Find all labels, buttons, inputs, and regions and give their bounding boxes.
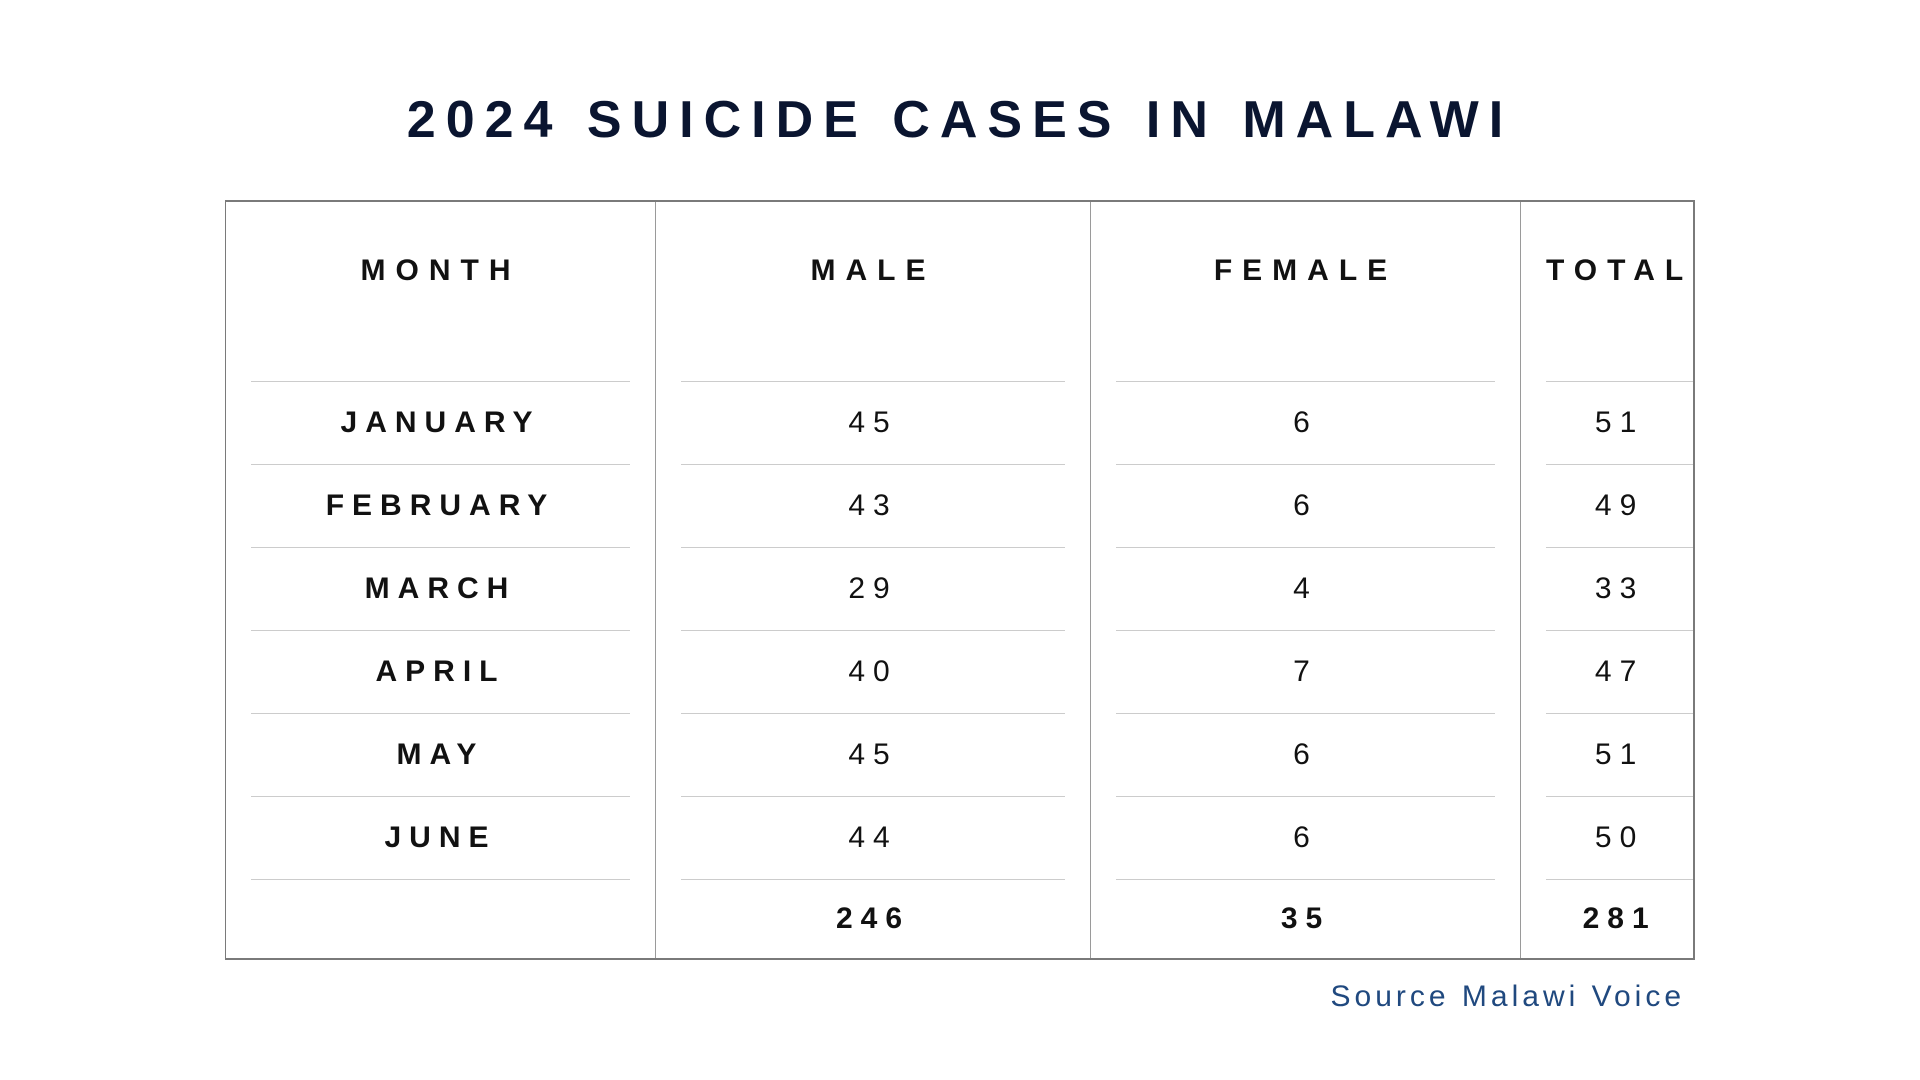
table-row: 4 (1116, 548, 1495, 631)
table-row: 44 (681, 797, 1065, 880)
column-total: TOTAL 51 49 33 47 51 50 281 (1521, 202, 1718, 958)
table-row: MAY (251, 714, 630, 797)
table-row: 50 (1546, 797, 1693, 880)
column-header-total: TOTAL (1546, 202, 1693, 382)
totals-cell-total: 281 (1546, 880, 1693, 958)
table-row: 6 (1116, 382, 1495, 465)
data-table: MONTH JANUARY FEBRUARY MARCH APRIL MAY J… (225, 200, 1695, 960)
table-row: APRIL (251, 631, 630, 714)
column-header-month: MONTH (251, 202, 630, 382)
table-row: 49 (1546, 465, 1693, 548)
source-attribution: Source Malawi Voice (225, 980, 1695, 1014)
column-month: MONTH JANUARY FEBRUARY MARCH APRIL MAY J… (226, 202, 656, 958)
totals-cell-female: 35 (1116, 880, 1495, 958)
column-header-male: MALE (681, 202, 1065, 382)
table-row: 45 (681, 382, 1065, 465)
table-row: JUNE (251, 797, 630, 880)
table-row: JANUARY (251, 382, 630, 465)
table-row: 33 (1546, 548, 1693, 631)
table-row: 51 (1546, 382, 1693, 465)
table-row: 40 (681, 631, 1065, 714)
column-header-female: FEMALE (1116, 202, 1495, 382)
column-male: MALE 45 43 29 40 45 44 246 (656, 202, 1091, 958)
table-row: 43 (681, 465, 1065, 548)
table-row: 7 (1116, 631, 1495, 714)
page-title: 2024 SUICIDE CASES IN MALAWI (407, 90, 1513, 150)
table-row: 6 (1116, 714, 1495, 797)
table-row: 6 (1116, 465, 1495, 548)
table-row: FEBRUARY (251, 465, 630, 548)
table-row: 6 (1116, 797, 1495, 880)
table-row: MARCH (251, 548, 630, 631)
table-row: 45 (681, 714, 1065, 797)
column-female: FEMALE 6 6 4 7 6 6 35 (1091, 202, 1521, 958)
table-row: 51 (1546, 714, 1693, 797)
table-row: 47 (1546, 631, 1693, 714)
totals-cell-male: 246 (681, 880, 1065, 958)
table-row: 29 (681, 548, 1065, 631)
